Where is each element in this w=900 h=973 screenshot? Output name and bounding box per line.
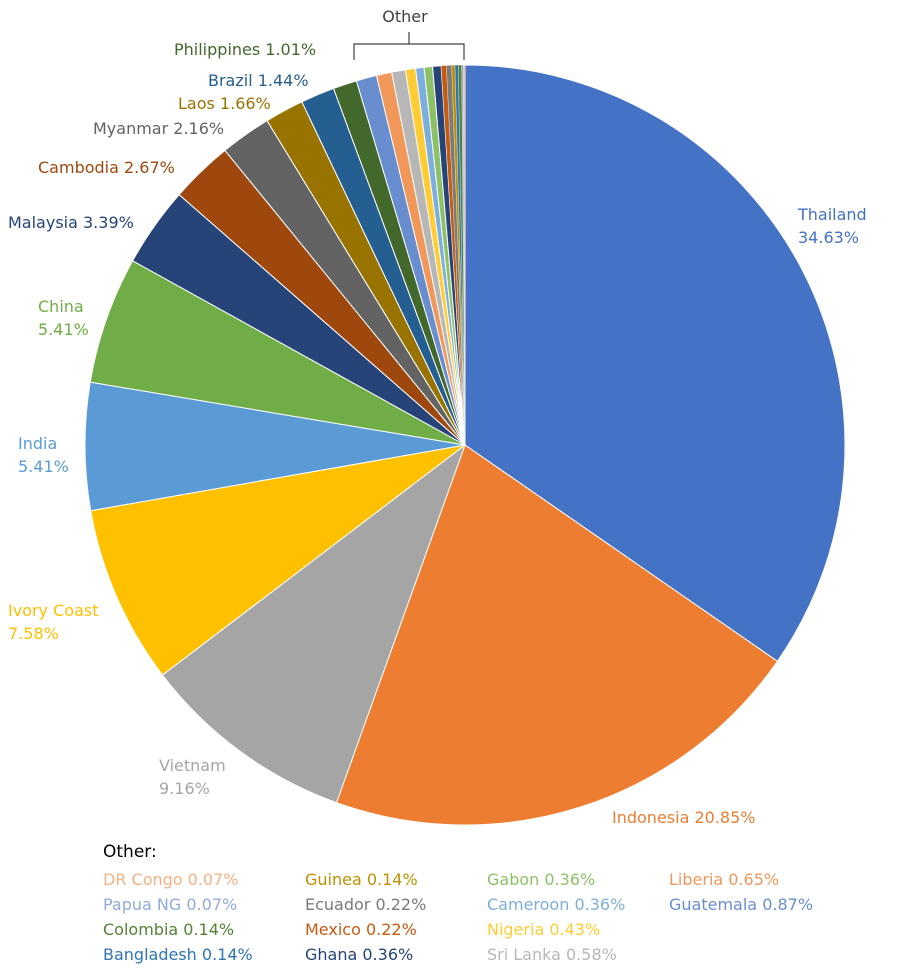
other-legend-empty-cell	[669, 943, 851, 967]
other-legend-item: Mexico 0.22%	[305, 920, 417, 939]
other-legend-item: Ecuador 0.22%	[305, 895, 427, 914]
slice-ivory-coast	[90, 444, 466, 676]
other-legend-item: Ghana 0.36%	[305, 945, 414, 964]
label-vietnam: Vietnam 9.16%	[159, 756, 226, 798]
slice-dr-congo	[463, 64, 466, 446]
label-malaysia: Malaysia 3.39%	[8, 213, 134, 232]
label-cambodia: Cambodia 2.67%	[38, 158, 175, 177]
slice-labels: Thailand 34.63% Indonesia 20.85% Vietnam 9.1…	[8, 40, 867, 827]
other-legend-grid: DR Congo 0.07% Guinea 0.14% Gabon 0.36% Lib…	[103, 868, 883, 967]
other-legend-empty-cell	[669, 918, 851, 942]
label-philippines: Philippines 1.01%	[174, 40, 316, 59]
slice-vietnam	[161, 443, 467, 804]
slice-thailand	[464, 64, 846, 662]
other-legend-item: Cameroon 0.36%	[487, 895, 626, 914]
other-legend-item: DR Congo 0.07%	[103, 870, 239, 889]
other-legend-item: Guinea 0.14%	[305, 870, 418, 889]
other-legend-item: Sri Lanka 0.58%	[487, 945, 617, 964]
other-legend-item: Bangladesh 0.14%	[103, 945, 253, 964]
pie-slices	[84, 64, 846, 826]
other-legend-item: Guatemala 0.87%	[669, 895, 814, 914]
label-india: India 5.41%	[18, 434, 69, 476]
label-ivory-coast: Ivory Coast 7.58%	[8, 601, 98, 643]
other-legend-item: Papua NG 0.07%	[103, 895, 238, 914]
other-legend-item: Gabon 0.36%	[487, 870, 596, 889]
label-laos: Laos 1.66%	[178, 94, 271, 113]
label-myanmar: Myanmar 2.16%	[93, 119, 224, 138]
label-brazil: Brazil 1.44%	[208, 71, 309, 90]
other-legend-item: Liberia 0.65%	[669, 870, 780, 889]
other-legend-title: Other:	[103, 842, 157, 862]
other-legend-item: Colombia 0.14%	[103, 920, 235, 939]
other-legend: Other: DR Congo 0.07% Guinea 0.14% Gabon 0…	[103, 842, 883, 967]
label-indonesia: Indonesia 20.85%	[612, 808, 755, 827]
label-thailand: Thailand 34.63%	[797, 205, 867, 247]
slice-indonesia	[335, 444, 779, 826]
other-legend-item: Nigeria 0.43%	[487, 920, 601, 939]
other-bracket-label: Other	[382, 7, 428, 26]
label-china: China 5.41%	[38, 297, 89, 339]
other-bracket: Other	[353, 7, 465, 60]
